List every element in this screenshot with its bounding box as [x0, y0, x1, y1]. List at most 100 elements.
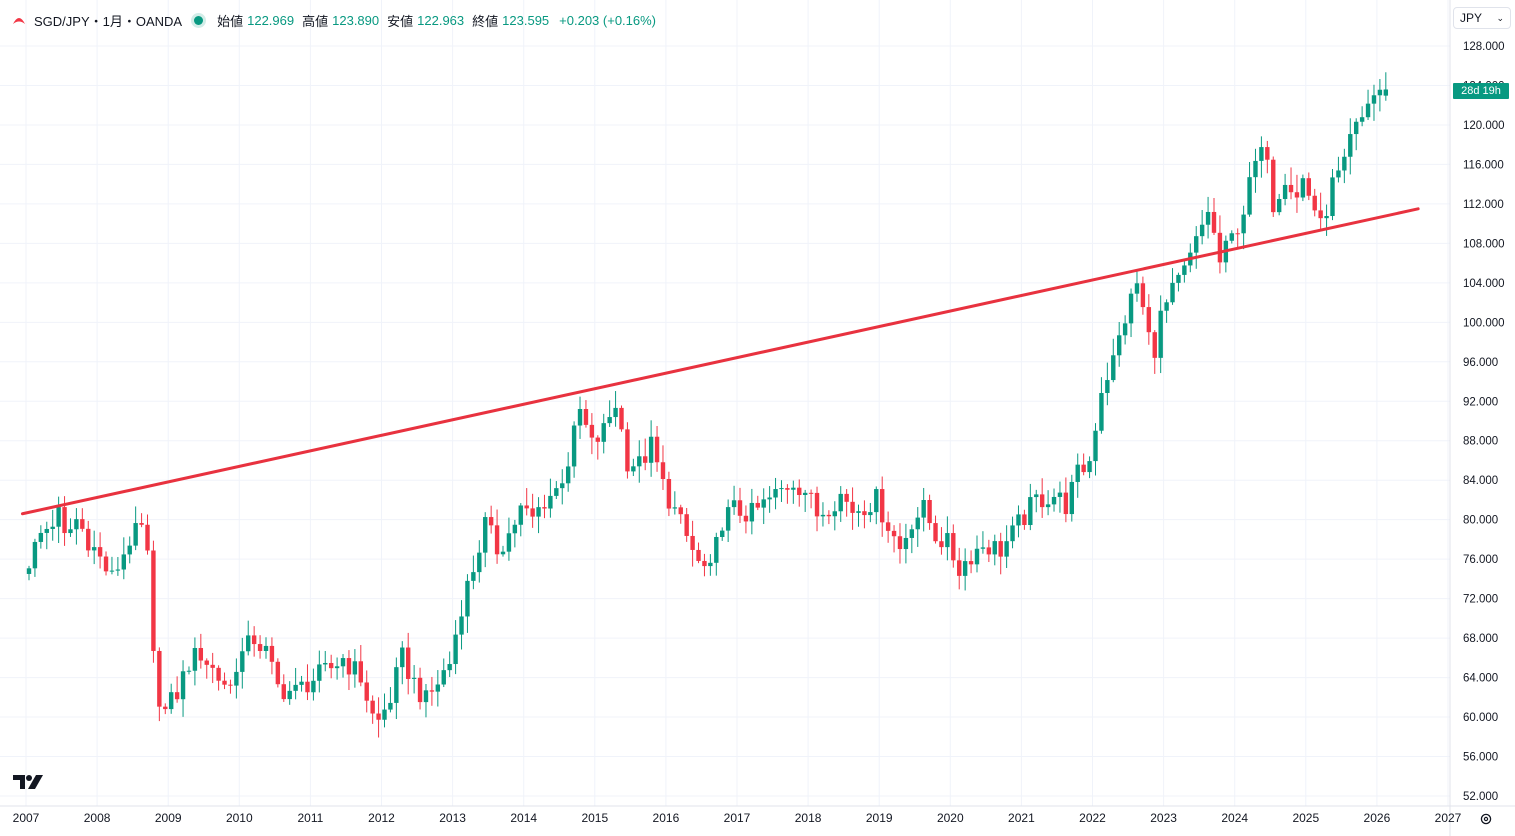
- y-tick-label: 64.000: [1463, 673, 1498, 685]
- candle: [1069, 474, 1074, 522]
- candle: [1253, 148, 1258, 193]
- candle: [968, 550, 974, 574]
- candle-body: [939, 541, 944, 548]
- candle-body: [494, 525, 500, 555]
- x-tick-label: 2007: [13, 811, 40, 825]
- candle-body: [1241, 214, 1246, 234]
- candle-body: [897, 536, 903, 550]
- candle-body: [311, 680, 316, 693]
- candle-body: [465, 580, 470, 617]
- candle-body: [595, 437, 600, 442]
- candle: [453, 620, 458, 675]
- candle-body: [589, 424, 595, 438]
- candle: [1336, 156, 1341, 183]
- candle-body: [91, 547, 97, 551]
- candle-body: [696, 549, 701, 561]
- x-tick-label: 2018: [795, 811, 822, 825]
- chevron-down-icon: ⌄: [1496, 12, 1504, 23]
- candle: [26, 565, 32, 581]
- candle: [1010, 516, 1015, 549]
- candle-body: [1093, 430, 1098, 462]
- candle: [998, 532, 1003, 575]
- candle-body: [1039, 494, 1045, 508]
- candle-body: [1300, 178, 1306, 198]
- candle-body: [222, 680, 227, 685]
- candle-body: [1253, 160, 1258, 178]
- candle-body: [1117, 335, 1122, 356]
- candle-body: [376, 713, 381, 720]
- candle-body: [613, 407, 618, 418]
- candle-body: [299, 681, 304, 685]
- candle: [1205, 196, 1211, 239]
- candle: [441, 658, 446, 688]
- candle: [133, 506, 138, 551]
- candle: [1276, 193, 1282, 216]
- candle: [518, 503, 523, 537]
- currency-select[interactable]: JPY ⌄: [1453, 7, 1511, 29]
- candle: [542, 494, 547, 519]
- y-tick-label: 116.000: [1463, 159, 1504, 171]
- candle-body: [305, 681, 310, 693]
- candle: [1359, 106, 1365, 127]
- candle-body: [666, 479, 672, 509]
- tradingview-logo-icon[interactable]: [13, 773, 45, 791]
- candle: [577, 396, 583, 439]
- x-tick-label: 2010: [226, 811, 253, 825]
- candle: [246, 620, 251, 656]
- candle-body: [109, 570, 115, 572]
- candle: [1383, 72, 1389, 101]
- candle-body: [358, 661, 363, 683]
- candle: [186, 666, 192, 675]
- candle-body: [1016, 514, 1021, 526]
- candle: [251, 626, 257, 657]
- candle-body: [619, 407, 624, 430]
- candle: [68, 518, 73, 537]
- candle: [382, 693, 387, 728]
- symbol-title[interactable]: SGD/JPY・1月・OANDA: [34, 13, 183, 29]
- candle-body: [151, 550, 156, 651]
- candle: [951, 524, 956, 568]
- candle: [1063, 477, 1069, 523]
- candle: [376, 697, 381, 738]
- high-label: 高値: [302, 13, 329, 29]
- candle-body: [334, 666, 340, 669]
- candle: [802, 489, 808, 512]
- candle-body: [779, 488, 784, 490]
- gear-icon[interactable]: [1476, 809, 1496, 829]
- candle: [1075, 453, 1080, 498]
- candle: [447, 651, 452, 678]
- candle-body: [382, 709, 387, 720]
- candle-body: [97, 547, 103, 557]
- candle-body: [1087, 461, 1092, 473]
- candle-body: [263, 645, 269, 651]
- candle: [880, 476, 885, 537]
- candle-body: [962, 561, 968, 576]
- candle: [1330, 169, 1335, 221]
- candle-body: [862, 511, 867, 516]
- candle-body: [690, 535, 695, 550]
- candle-body: [1099, 392, 1104, 431]
- y-tick-label: 60.000: [1463, 712, 1498, 724]
- y-tick-label: 80.000: [1463, 515, 1498, 527]
- candle: [749, 488, 755, 535]
- candle-body: [186, 670, 192, 672]
- candle-body: [737, 500, 743, 516]
- candle: [394, 657, 399, 720]
- candle-body: [1111, 355, 1116, 381]
- candle-body: [471, 572, 476, 581]
- candle: [885, 511, 891, 543]
- candle-body: [1217, 232, 1223, 263]
- candle: [637, 440, 642, 483]
- candle: [1354, 118, 1359, 151]
- candle-body: [121, 554, 126, 570]
- candle: [494, 509, 500, 564]
- candle: [1170, 268, 1175, 305]
- candle: [1081, 453, 1086, 476]
- candle-body: [909, 529, 915, 538]
- candle: [737, 487, 743, 523]
- candle-body: [660, 462, 666, 480]
- candle-body: [198, 647, 204, 661]
- candle-body: [293, 684, 298, 691]
- candle-body: [767, 497, 772, 500]
